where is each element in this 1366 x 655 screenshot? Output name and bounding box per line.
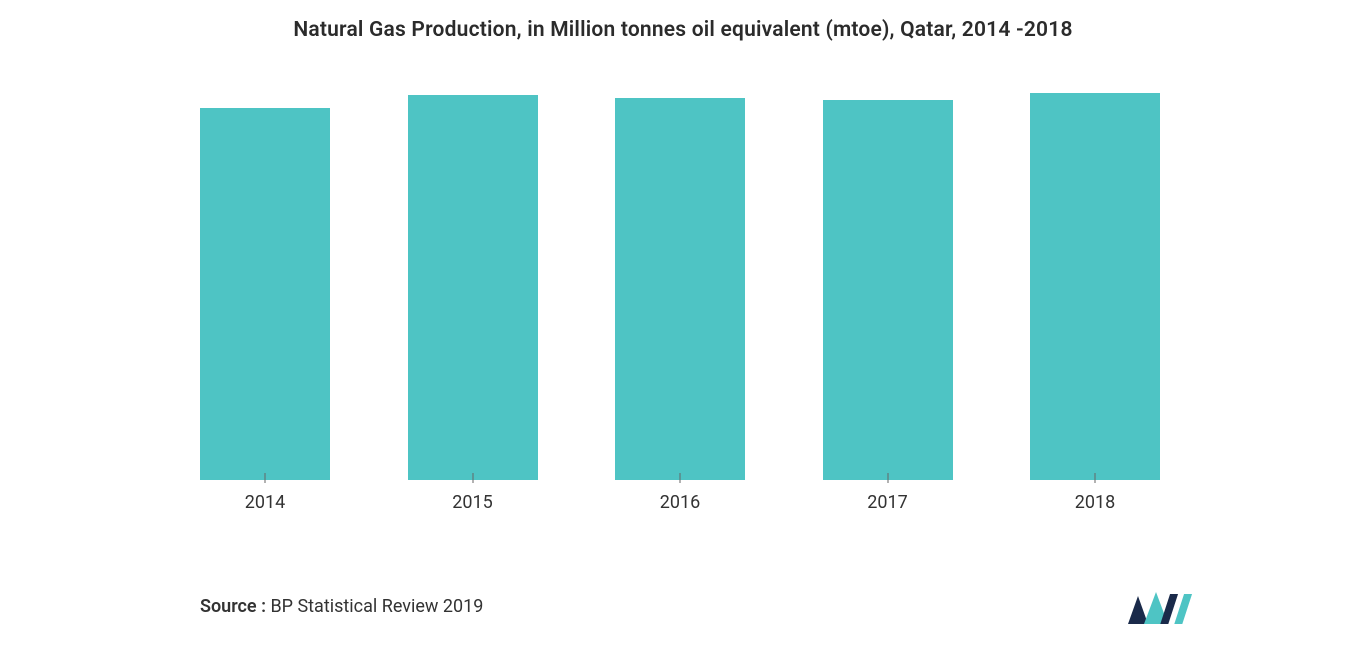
x-tick [265,473,266,483]
source-text: BP Statistical Review 2019 [266,596,483,617]
bar-2015 [408,95,538,480]
bar-2017 [823,100,953,480]
bar-slot [1030,80,1160,480]
x-label: 2014 [200,492,330,513]
x-axis-labels: 2014 2015 2016 2017 2018 [200,492,1160,513]
bar-slot [200,80,330,480]
bar-slot [823,80,953,480]
bar-slot [408,80,538,480]
x-label: 2016 [615,492,745,513]
x-tick [887,473,888,483]
bar-2014 [200,108,330,481]
bar-2016 [615,98,745,481]
x-label: 2015 [408,492,538,513]
x-label: 2017 [823,492,953,513]
chart-plot-area [200,80,1160,480]
source-attribution: Source : BP Statistical Review 2019 [200,596,483,617]
x-tick [472,473,473,483]
source-label: Source : [200,596,266,617]
x-tick [1095,473,1096,483]
x-label: 2018 [1030,492,1160,513]
bar-2018 [1030,93,1160,481]
chart-title: Natural Gas Production, in Million tonne… [0,18,1366,42]
bar-slot [615,80,745,480]
x-tick [680,473,681,483]
mordor-logo-icon [1126,588,1196,628]
logo-mark [1128,592,1192,624]
